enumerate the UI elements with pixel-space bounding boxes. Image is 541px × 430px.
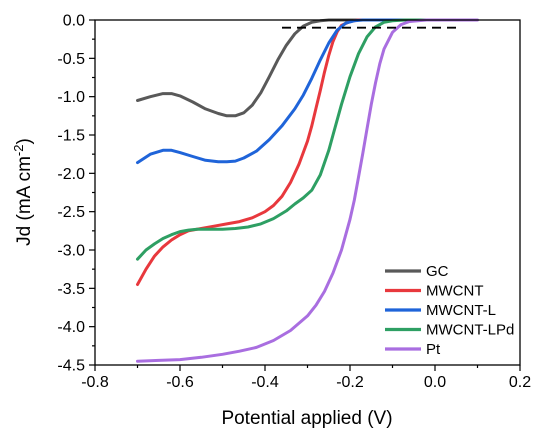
y-axis-title-sup: -2 [11,145,26,157]
y-axis-title-base: Jd (mA cm [14,156,35,246]
legend: GC MWCNT MWCNT-L MWCNT-LPd Pt [385,263,514,358]
y-tick-label: -1.5 [57,128,85,145]
plot-area [136,18,479,363]
y-tick-label: -3.0 [57,243,85,260]
x-tick-label: -0.2 [336,374,364,391]
series-line-mwcnt-lpd [136,18,437,261]
x-tick-label: -0.6 [166,374,194,391]
legend-label: MWCNT [426,283,483,300]
y-tick-label: -1.0 [57,89,85,106]
x-tick-label: -0.4 [251,374,279,391]
legend-label: Pt [426,341,441,358]
series-line-pt [136,18,479,363]
x-tick-label: 0.2 [509,374,531,391]
y-tick-label: -4.0 [57,319,85,336]
y-axis-title-end: ) [14,138,35,144]
x-axis-title: Potential applied (V) [221,408,392,429]
y-tick-label: -3.5 [57,281,85,298]
legend-label: GC [426,263,449,280]
y-tick-label: -2.5 [57,204,85,221]
y-tick-label: -0.5 [57,51,85,68]
legend-label: MWCNT-LPd [426,322,514,339]
legend-label: MWCNT-L [426,302,496,319]
y-tick-label: -4.5 [57,358,85,375]
y-axis-title: Jd (mA cm-2) [11,138,35,246]
y-tick-label: -2.0 [57,166,85,183]
ticks: -0.8 -0.6 -0.4 -0.2 0.0 0.2 0.0 -0.5 -1.0 -1.5 -2.… [57,13,531,392]
x-tick-label: -0.8 [81,374,109,391]
x-tick-label: 0.0 [424,374,446,391]
series-line-mwcnt-l [136,18,424,165]
y-tick-label: 0.0 [63,13,85,30]
series-line-gc [136,18,360,118]
